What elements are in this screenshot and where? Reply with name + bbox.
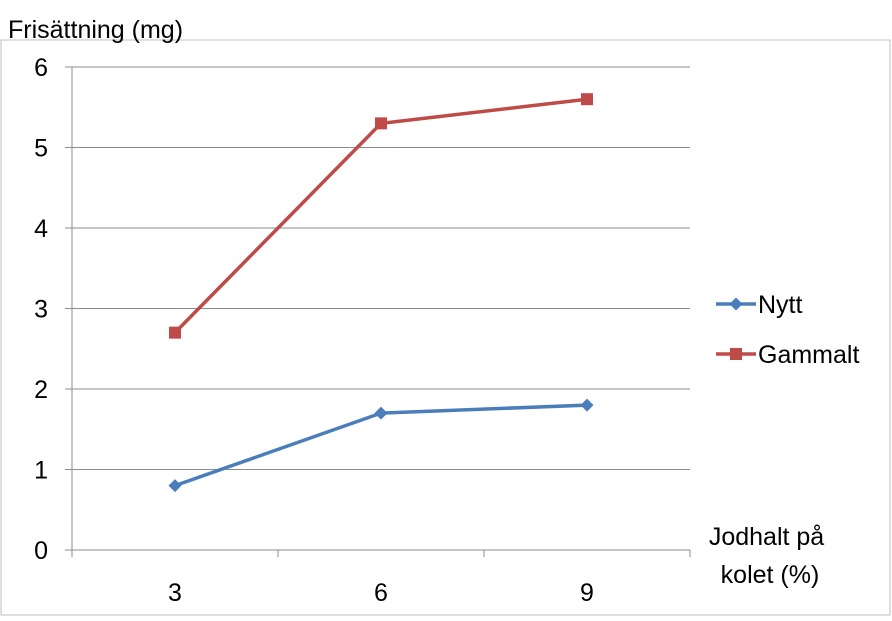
y-tick-label: 1 bbox=[34, 457, 48, 485]
x-tick-labels: 3 6 9 bbox=[168, 579, 594, 607]
x-tick-label: 3 bbox=[168, 579, 182, 607]
series-nytt bbox=[168, 398, 594, 493]
x-axis-title-line-1: Jodhalt på bbox=[709, 523, 824, 551]
legend-marker bbox=[729, 297, 743, 311]
y-tick-label: 6 bbox=[34, 54, 48, 82]
axes bbox=[65, 66, 691, 557]
legend-label: Gammalt bbox=[758, 341, 859, 369]
data-point bbox=[375, 117, 387, 130]
legend: Nytt Gammalt bbox=[716, 291, 859, 369]
legend-label: Nytt bbox=[758, 291, 803, 319]
y-tick-label: 3 bbox=[34, 296, 48, 324]
x-tick-label: 6 bbox=[374, 579, 388, 607]
y-tick-label: 0 bbox=[34, 537, 48, 565]
gridlines bbox=[72, 66, 690, 470]
series-group bbox=[168, 93, 594, 493]
series-gammalt bbox=[169, 93, 593, 339]
y-tick-label: 2 bbox=[34, 376, 48, 404]
data-point bbox=[580, 398, 594, 412]
data-point bbox=[374, 406, 388, 420]
y-tick-labels: 0 1 2 3 4 5 6 bbox=[34, 54, 48, 565]
legend-entry: Nytt bbox=[716, 291, 803, 319]
chart-border bbox=[0, 39, 891, 616]
y-axis-title: Frisättning (mg) bbox=[8, 16, 183, 44]
y-tick-label: 5 bbox=[34, 135, 48, 163]
x-tick-label: 9 bbox=[580, 579, 594, 607]
data-point bbox=[168, 479, 182, 493]
legend-marker bbox=[730, 348, 742, 360]
y-tick-label: 4 bbox=[34, 215, 48, 243]
x-axis-title: Jodhalt på kolet (%) bbox=[709, 523, 831, 589]
legend-entry: Gammalt bbox=[716, 341, 859, 369]
data-point bbox=[581, 93, 593, 106]
data-point bbox=[169, 326, 181, 339]
x-axis-title-line-2: kolet (%) bbox=[721, 561, 820, 589]
series-line bbox=[173, 97, 588, 334]
